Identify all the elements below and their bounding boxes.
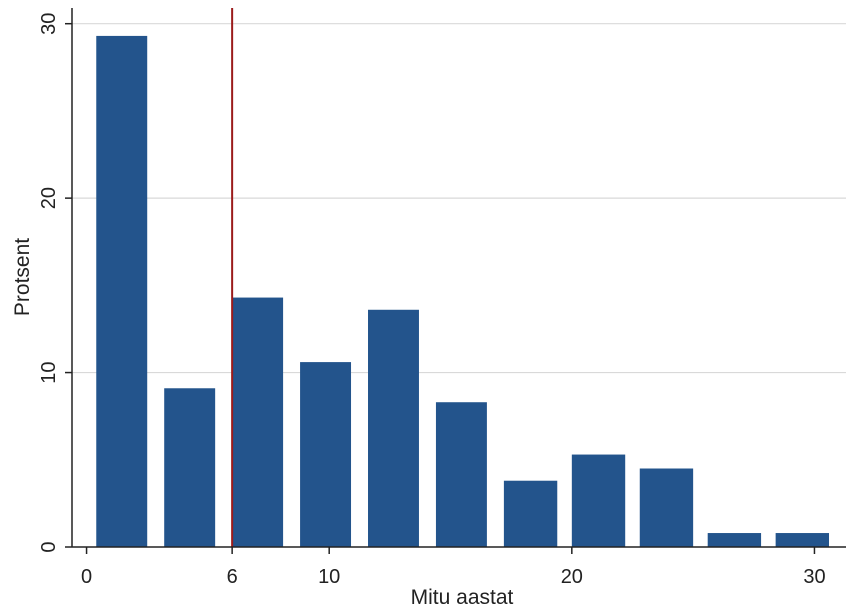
y-tick-label: 0 <box>38 541 60 552</box>
bar <box>300 362 352 547</box>
x-axis-title: Mitu aastat <box>411 586 514 609</box>
gridlines <box>72 23 846 374</box>
bar <box>435 402 487 547</box>
bar <box>96 35 148 547</box>
x-tick-label: 10 <box>318 566 340 588</box>
y-tick-label: 10 <box>38 361 60 383</box>
bar <box>503 480 558 547</box>
y-tick-label: 20 <box>38 187 60 209</box>
axes <box>71 8 846 548</box>
y-tick-labels: 0 10 20 30 <box>38 13 72 553</box>
x-tick-label: 20 <box>561 566 583 588</box>
bars <box>96 35 830 547</box>
bar <box>232 297 284 547</box>
bar <box>639 468 694 547</box>
x-tick-label: 30 <box>803 566 825 588</box>
x-tick-label: 6 <box>227 566 238 588</box>
bar <box>368 309 419 547</box>
bar <box>571 454 626 547</box>
x-tick-labels: 0 6 10 20 30 <box>81 547 826 588</box>
bar <box>775 533 830 547</box>
y-tick-label: 30 <box>38 13 60 35</box>
x-tick-label: 0 <box>81 566 92 588</box>
y-axis-title: Protsent <box>11 238 34 316</box>
bar <box>164 388 216 547</box>
bar <box>707 533 762 547</box>
